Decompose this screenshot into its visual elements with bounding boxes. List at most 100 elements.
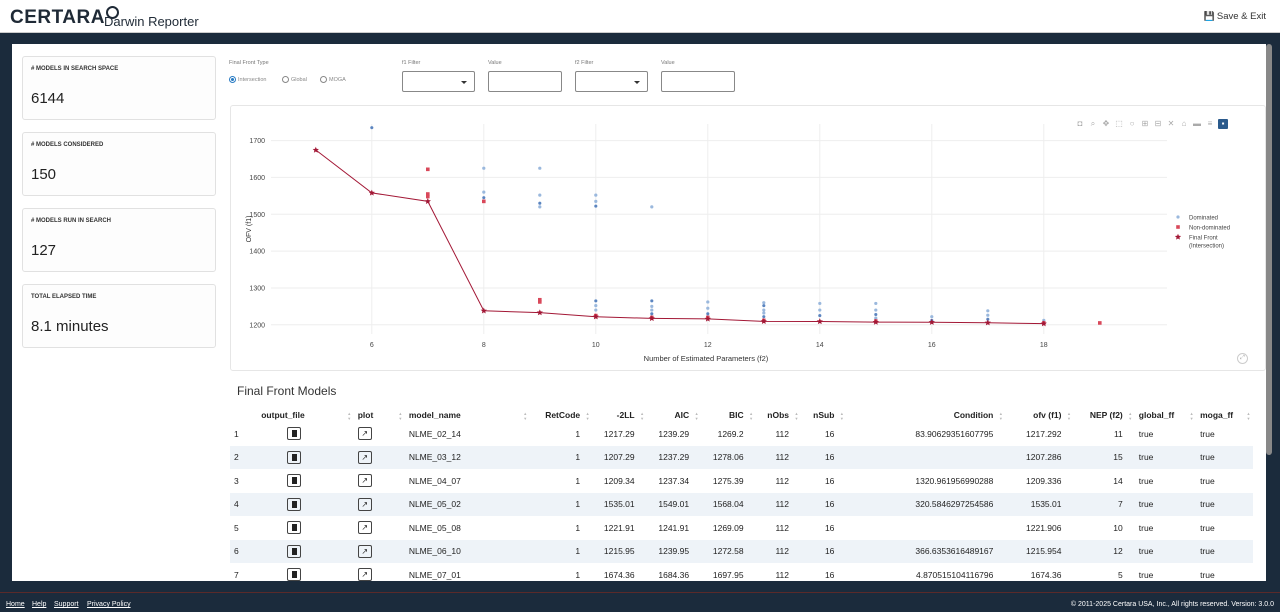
- file-icon[interactable]: [287, 427, 302, 441]
- column-header[interactable]: moga_ff ▲▼: [1196, 407, 1253, 422]
- table-cell: 112: [755, 469, 801, 493]
- sort-icon[interactable]: ▲▼: [794, 411, 799, 421]
- table-row: 4 ↗ NLME_05_02 1 1535.01 1549.01 1568.04 112 16 3…: [230, 492, 1253, 516]
- table-cell: 1215.954: [1005, 539, 1074, 563]
- resize-icon[interactable]: ⤢: [1237, 353, 1248, 364]
- f2-filter-select[interactable]: [575, 71, 648, 92]
- column-header[interactable]: nObs ▲▼: [756, 407, 801, 422]
- table-cell: 16: [801, 539, 847, 563]
- reset-axes-icon[interactable]: ⌂: [1181, 119, 1187, 128]
- table-cell: 11: [1073, 422, 1135, 446]
- radio-intersection[interactable]: Intersection: [229, 76, 266, 83]
- file-icon[interactable]: [287, 450, 302, 464]
- sort-icon[interactable]: ▲▼: [1189, 411, 1195, 421]
- stat-card-models-considered: # MODELS CONSIDERED 150: [22, 132, 216, 196]
- table-cell: 1209.34: [592, 469, 647, 493]
- footer-link-privacy-policy[interactable]: Privacy Policy: [87, 601, 131, 608]
- sort-icon[interactable]: ▲▼: [639, 411, 645, 421]
- f2-value-input[interactable]: [661, 71, 735, 92]
- plot-icon[interactable]: ↗: [357, 521, 372, 535]
- column-header[interactable]: Condition ▲▼: [846, 407, 1005, 422]
- table-cell: 1209.336: [1005, 469, 1074, 493]
- table-body: 1 ↗ NLME_02_14 1 1217.29 1239.29 1269.2 112 16 83…: [230, 422, 1253, 581]
- column-header[interactable]: nSub ▲▼: [801, 407, 846, 422]
- table-cell: 1684.36: [646, 563, 702, 581]
- sort-icon[interactable]: ▲▼: [522, 411, 528, 421]
- zoom-in-icon[interactable]: ⊞: [1141, 119, 1149, 128]
- plotly-logo-icon[interactable]: ▪: [1218, 119, 1228, 129]
- camera-icon[interactable]: ◘: [1077, 119, 1083, 128]
- zoom-out-icon[interactable]: ⊟: [1154, 119, 1162, 128]
- sort-icon[interactable]: ▲▼: [346, 411, 352, 421]
- page-scrollbar[interactable]: [1266, 44, 1272, 455]
- plot-icon[interactable]: ↗: [357, 427, 372, 441]
- column-header[interactable]: AIC ▲▼: [647, 407, 701, 422]
- dominated-point: [594, 308, 598, 312]
- plot-cell: ↗: [353, 469, 405, 493]
- copyright-text: © 2011-2025 Certara USA, Inc., All right…: [1070, 601, 1274, 608]
- sort-icon[interactable]: ▲▼: [1127, 411, 1133, 421]
- footer-link-home[interactable]: Home: [6, 601, 25, 608]
- radio-moga[interactable]: MOGA: [320, 76, 346, 83]
- box-select-icon[interactable]: ⬚: [1115, 119, 1123, 128]
- table-row: 6 ↗ NLME_06_10 1 1215.95 1239.95 1272.58 112 16 3…: [230, 539, 1253, 563]
- table-cell: true: [1196, 563, 1253, 581]
- file-icon[interactable]: [287, 474, 302, 488]
- pareto-chart[interactable]: 6 8 10 12 14 16 18 1200 1300 1400 1500 1600 1700 Numb…: [231, 106, 1266, 372]
- row-index: 2: [230, 445, 258, 469]
- file-icon[interactable]: [287, 568, 302, 581]
- footer-link-support[interactable]: Support: [54, 601, 79, 608]
- sort-icon[interactable]: ▲▼: [694, 411, 700, 421]
- plot-icon[interactable]: ↗: [357, 544, 372, 558]
- dominated-point: [706, 306, 710, 310]
- dominated-point: [594, 299, 598, 303]
- column-header[interactable]: plot ▲▼: [354, 407, 405, 422]
- column-header[interactable]: output_file ▲▼: [257, 407, 354, 422]
- plot-icon[interactable]: ↗: [357, 474, 372, 488]
- sort-icon[interactable]: ▲▼: [839, 411, 845, 421]
- radio-global[interactable]: Global: [282, 76, 307, 83]
- zoom-icon[interactable]: ⌕: [1090, 119, 1096, 128]
- footer-link-help[interactable]: Help: [32, 601, 47, 608]
- column-header[interactable]: ofv (f1) ▲▼: [1005, 407, 1073, 422]
- column-header[interactable]: model_name ▲▼: [405, 407, 530, 422]
- table-cell: 1217.292: [1005, 422, 1074, 446]
- sort-icon[interactable]: ▲▼: [585, 411, 591, 421]
- sort-icon[interactable]: ▲▼: [998, 411, 1004, 421]
- save-exit-button[interactable]: 💾 Save & Exit: [1204, 11, 1268, 22]
- column-header[interactable]: NEP (f2) ▲▼: [1073, 407, 1134, 422]
- sort-icon[interactable]: ▲▼: [1246, 411, 1251, 421]
- dominated-point: [706, 312, 710, 316]
- table-cell: 1: [529, 563, 593, 581]
- save-icon: 💾: [1203, 11, 1215, 21]
- f1-filter-select[interactable]: [402, 71, 475, 92]
- sort-icon[interactable]: ▲▼: [748, 411, 754, 421]
- sort-icon[interactable]: ▲▼: [397, 411, 403, 421]
- y-tick-label: 1300: [249, 285, 265, 292]
- x-tick-label: 18: [1040, 342, 1048, 349]
- plot-icon[interactable]: ↗: [357, 497, 372, 511]
- column-header[interactable]: -2LL ▲▼: [592, 407, 646, 422]
- lasso-select-icon[interactable]: ○: [1129, 119, 1135, 128]
- radio-unselected-icon: [282, 76, 289, 83]
- non-dominated-point: [538, 297, 542, 302]
- file-icon[interactable]: [287, 521, 302, 535]
- plot-icon[interactable]: ↗: [357, 450, 372, 464]
- output-file-cell: [257, 492, 354, 516]
- table-header-row: output_file ▲▼ plot ▲▼ model_name ▲▼ RetCode ▲▼…: [230, 407, 1253, 422]
- file-icon[interactable]: [287, 544, 302, 558]
- compare-hover-icon[interactable]: ≡: [1207, 119, 1213, 128]
- x-tick-label: 12: [704, 342, 712, 349]
- column-header[interactable]: RetCode ▲▼: [530, 407, 592, 422]
- table-cell: true: [1134, 516, 1197, 540]
- column-header[interactable]: global_ff ▲▼: [1135, 407, 1196, 422]
- f1-value-input[interactable]: [488, 71, 562, 92]
- sort-icon[interactable]: ▲▼: [1066, 411, 1072, 421]
- pan-icon[interactable]: ✥: [1102, 119, 1110, 128]
- final-front-point: [592, 313, 599, 320]
- plot-icon[interactable]: ↗: [357, 568, 372, 581]
- file-icon[interactable]: [287, 497, 302, 511]
- column-header[interactable]: BIC ▲▼: [701, 407, 755, 422]
- autoscale-icon[interactable]: ✕: [1167, 119, 1175, 128]
- spike-lines-icon[interactable]: ▬: [1193, 119, 1201, 128]
